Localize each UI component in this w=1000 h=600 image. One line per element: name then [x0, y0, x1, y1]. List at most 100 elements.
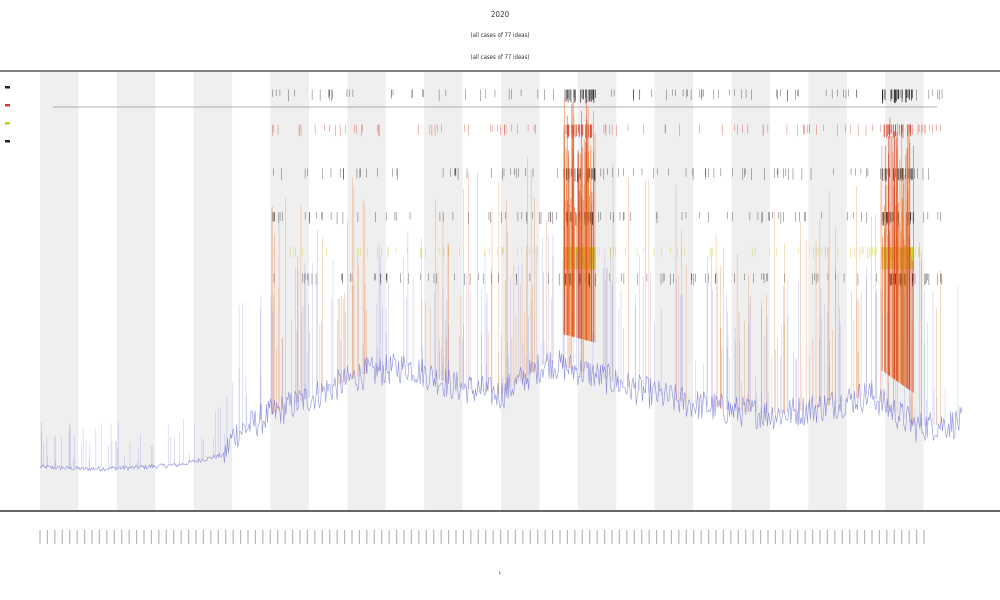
x-tick-label	[381, 530, 383, 544]
legend-swatch-2	[5, 104, 10, 107]
x-tick-label	[83, 530, 86, 544]
x-tick-label	[566, 530, 569, 544]
legend-swatch-3	[5, 122, 10, 125]
x-tick-label	[39, 530, 41, 544]
x-tick-label	[767, 530, 769, 544]
x-tick-label	[410, 530, 413, 544]
x-tick-label	[395, 530, 398, 544]
x-tick-label	[299, 530, 301, 544]
x-tick-label	[455, 530, 457, 544]
chart-title-line-1: 2020	[491, 10, 510, 19]
band-2	[116, 72, 156, 510]
x-tick-label	[648, 530, 650, 544]
x-tick-label	[514, 530, 517, 544]
x-tick-label	[329, 530, 331, 544]
legend	[5, 86, 10, 143]
x-tick-label	[707, 530, 710, 544]
x-tick-label	[678, 530, 680, 544]
x-tick-label	[143, 530, 145, 544]
x-tick-label	[351, 530, 353, 544]
x-tick-label	[878, 530, 881, 544]
x-tick-label	[841, 530, 843, 544]
x-tick-label	[797, 530, 799, 544]
x-tick-label	[811, 530, 814, 544]
x-tick-label	[447, 530, 450, 544]
x-axis-label: t	[499, 571, 501, 577]
x-tick-label	[247, 530, 249, 544]
x-tick-label	[745, 530, 747, 544]
x-tick-label	[187, 530, 190, 544]
chart-title-group: 2020 (all cases of 77 ideas) (all cases …	[470, 10, 529, 61]
x-tick-label	[544, 530, 546, 544]
x-tick-label	[98, 530, 101, 544]
x-tick-label	[826, 530, 829, 544]
x-tick-label	[641, 530, 643, 544]
x-tick-label	[856, 530, 858, 544]
plot-area	[0, 70, 1000, 512]
x-tick-label	[210, 530, 212, 544]
x-tick-label	[589, 530, 591, 544]
x-tick-label	[388, 530, 390, 544]
band-11	[808, 72, 847, 510]
x-tick-label	[284, 530, 286, 544]
x-tick-label	[863, 530, 866, 544]
band-10	[731, 72, 770, 510]
x-axis-tick-labels	[39, 530, 925, 544]
x-tick-label	[135, 530, 138, 544]
x-tick-label	[173, 530, 175, 544]
x-tick-label	[633, 530, 635, 544]
x-tick-label	[165, 530, 167, 544]
x-tick-label	[217, 530, 219, 544]
x-tick-label	[121, 530, 123, 544]
x-tick-label	[291, 530, 294, 544]
x-tick-label	[232, 530, 234, 544]
x-tick-label	[61, 530, 63, 544]
baseline-series	[39, 230, 963, 472]
x-tick-label	[262, 530, 264, 544]
chart-title-line-2: (all cases of 77 ideas)	[470, 32, 529, 39]
x-tick-label	[202, 530, 205, 544]
x-tick-label	[759, 530, 762, 544]
band-9	[654, 72, 694, 510]
x-tick-label	[91, 530, 93, 544]
legend-swatch-1	[5, 86, 10, 89]
x-tick-label	[603, 530, 606, 544]
band-3	[193, 72, 233, 510]
x-tick-label	[180, 530, 182, 544]
band-4	[270, 72, 309, 510]
x-tick-label	[485, 530, 487, 544]
x-tick-label	[529, 530, 531, 544]
x-tick-label	[537, 530, 539, 544]
x-tick-label	[425, 530, 427, 544]
x-tick-label	[158, 530, 160, 544]
x-tick-label	[522, 530, 524, 544]
x-tick-label	[106, 530, 108, 544]
x-tick-label	[581, 530, 583, 544]
x-tick-label	[663, 530, 665, 544]
x-tick-label	[804, 530, 806, 544]
band-1	[40, 72, 79, 510]
x-tick-label	[128, 530, 130, 544]
x-tick-label	[923, 530, 925, 544]
x-tick-label	[54, 530, 56, 544]
x-tick-label	[254, 530, 257, 544]
x-tick-label	[418, 530, 420, 544]
x-tick-label	[499, 530, 502, 544]
x-tick-label	[113, 530, 115, 544]
x-tick-label	[366, 530, 368, 544]
x-tick-label	[670, 530, 673, 544]
x-tick-label	[373, 530, 375, 544]
legend-swatch-4	[5, 140, 10, 143]
x-tick-label	[195, 530, 197, 544]
x-tick-label	[551, 530, 554, 544]
x-tick-label	[470, 530, 472, 544]
x-tick-label	[693, 530, 695, 544]
x-tick-label	[915, 530, 918, 544]
x-tick-label	[730, 530, 732, 544]
x-tick-label	[462, 530, 465, 544]
x-tick-label	[722, 530, 725, 544]
x-tick-label	[269, 530, 271, 544]
x-tick-label	[611, 530, 613, 544]
x-tick-label	[69, 530, 71, 544]
x-tick-label	[789, 530, 791, 544]
